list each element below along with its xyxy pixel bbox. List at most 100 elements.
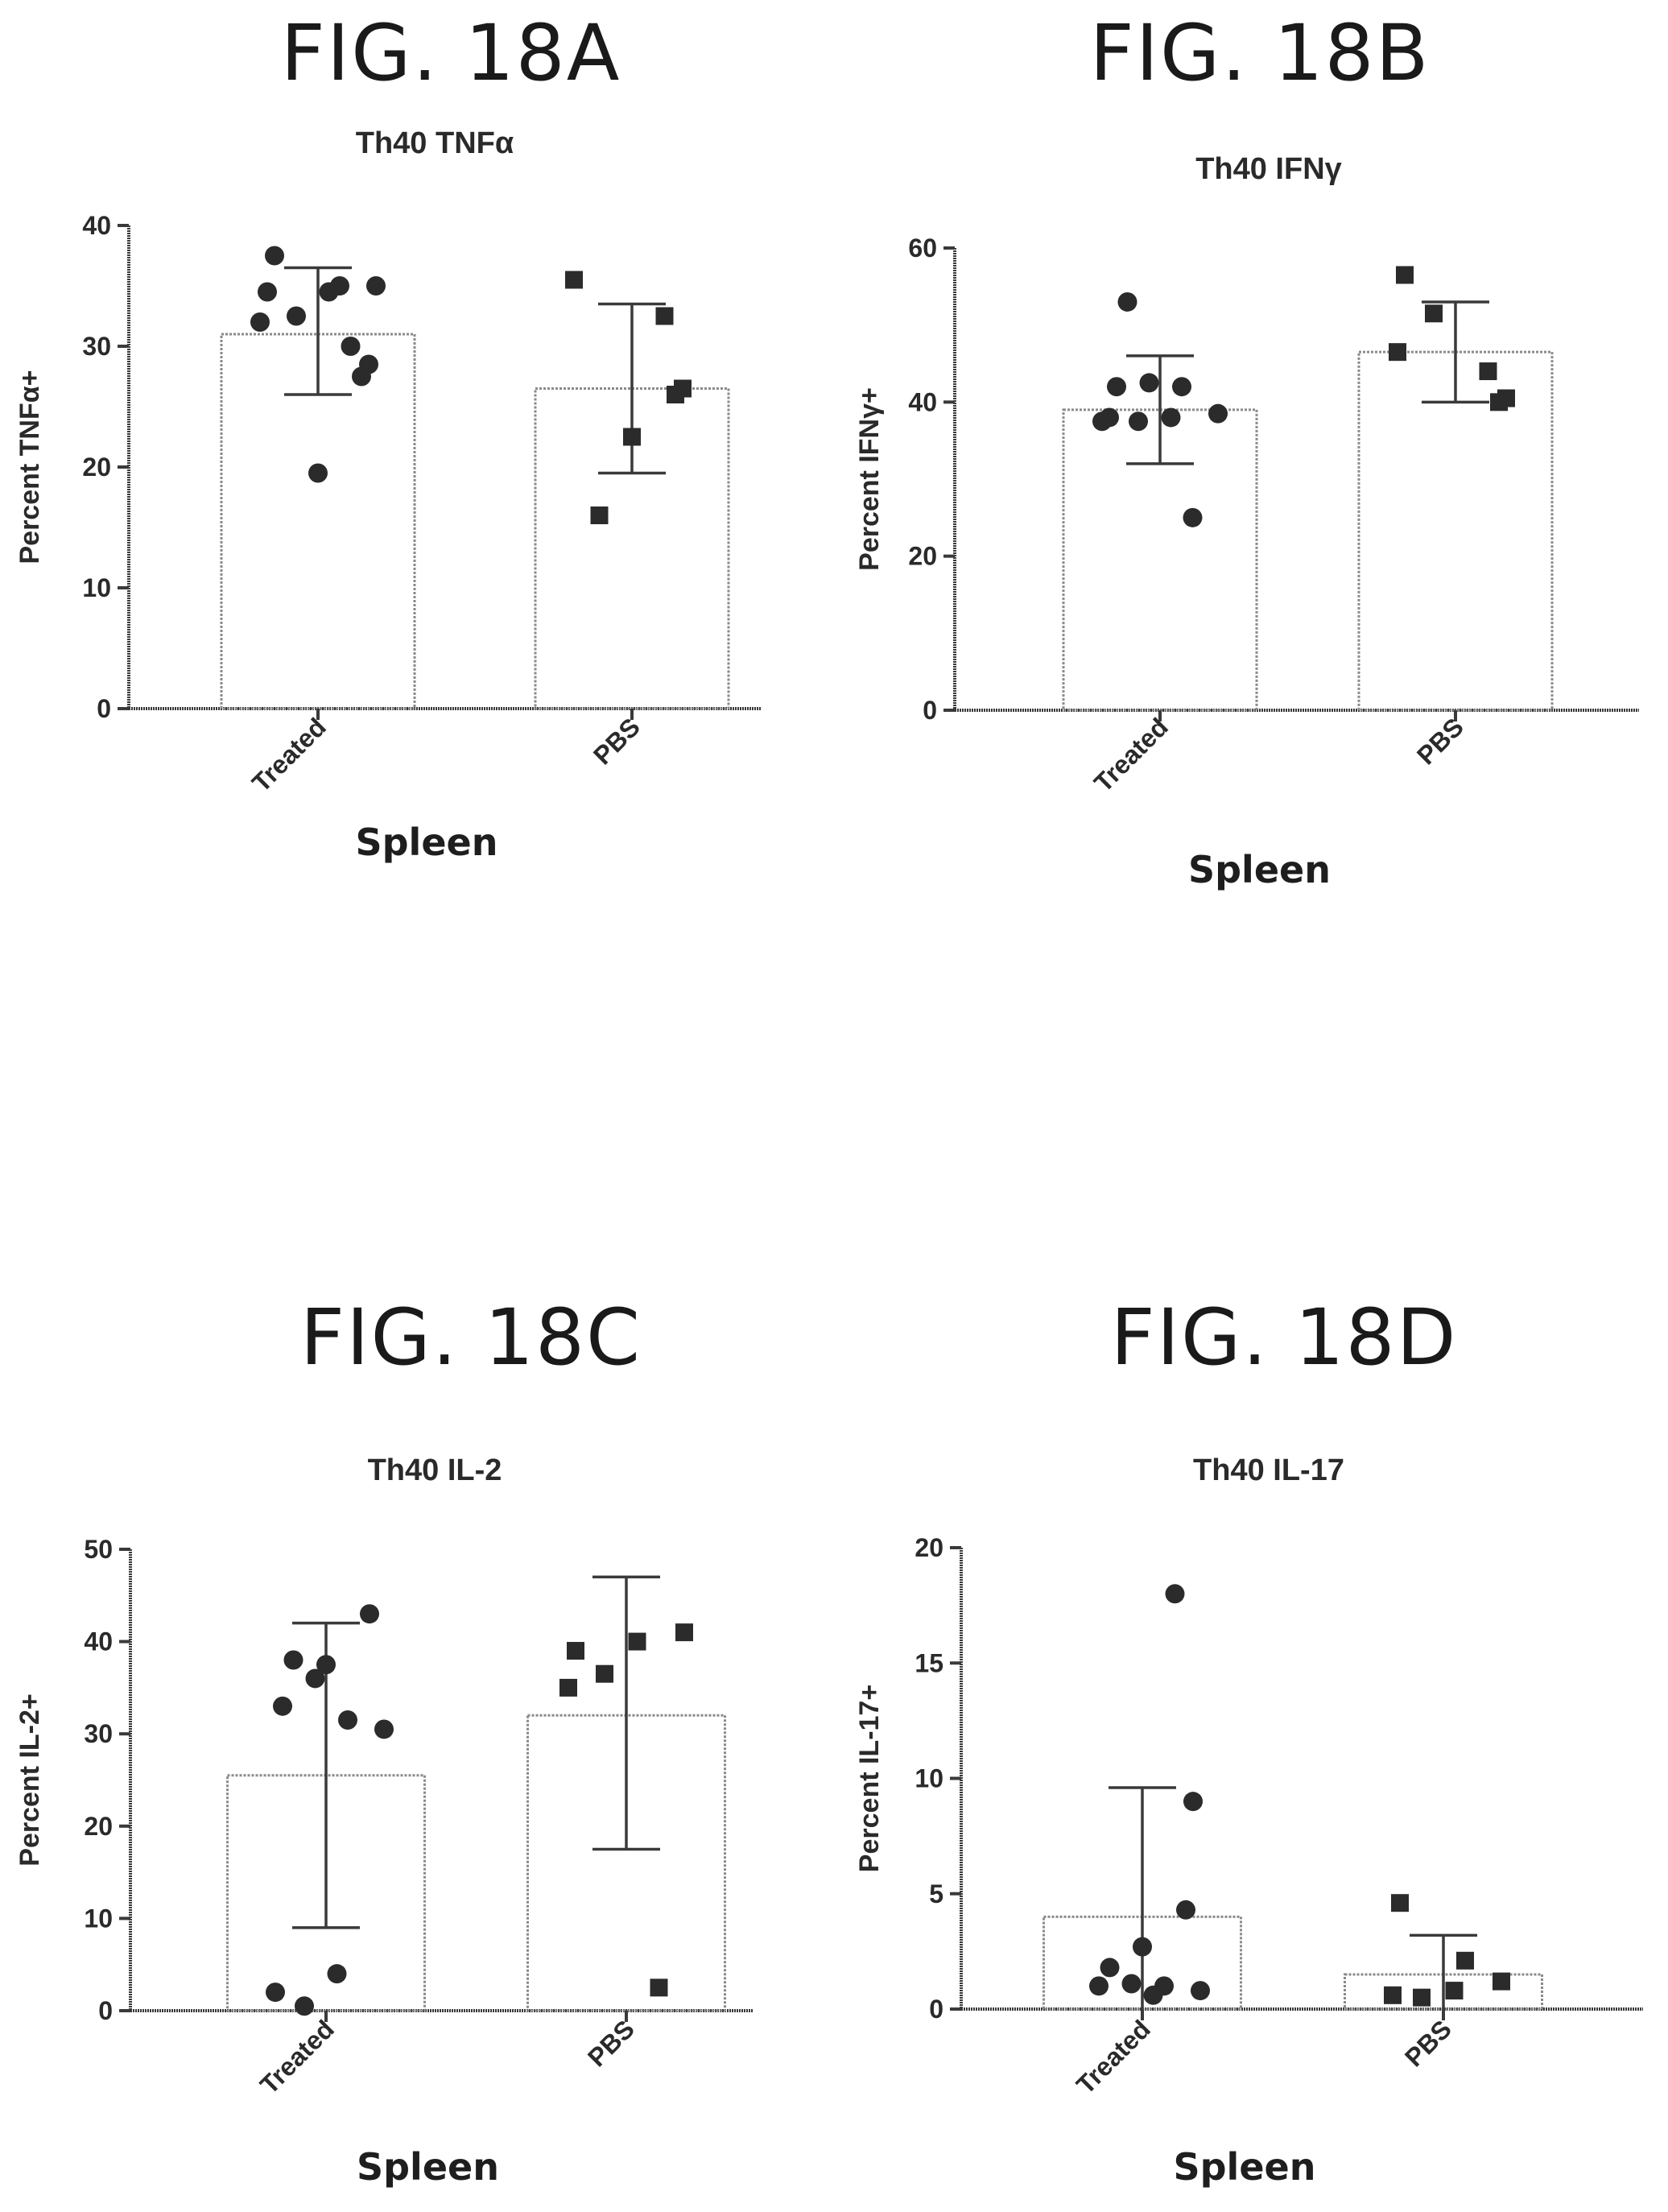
point-18a-treated-7 xyxy=(341,337,361,356)
point-18d-treated-1 xyxy=(1183,1792,1203,1812)
y-tick-label-18d-0: 0 xyxy=(929,1995,943,2024)
point-18b-pbs-3 xyxy=(1479,362,1497,381)
x-axis-label-18c: Spleen xyxy=(357,2145,499,2189)
point-18c-treated-3 xyxy=(305,1668,325,1689)
y-tick-label-18b-0: 0 xyxy=(923,696,937,725)
category-label-18b-treated: Treated xyxy=(1088,712,1174,797)
point-18c-treated-6 xyxy=(374,1719,394,1739)
point-18c-treated-0 xyxy=(360,1604,379,1624)
figure-label-18c: FIG. 18C xyxy=(299,1292,642,1383)
y-axis-label-18c: Percent IL-2+ xyxy=(14,1693,45,1866)
bar-18b-pbs xyxy=(1357,350,1554,712)
y-tick-label-18b-2: 40 xyxy=(908,387,937,416)
chart-18b: Th40 IFNγ 0 20 40 60 Percent IFNγ+ Treated PBS S… xyxy=(854,152,1639,891)
chart-18c: Th40 IL-2 0 10 20 30 40 50 Percent IL-2+ Treated… xyxy=(14,1453,753,2189)
point-18b-treated-8 xyxy=(1092,411,1112,432)
figure-label-18b: FIG. 18B xyxy=(1089,8,1431,98)
y-axis-label-18b: Percent IFNγ+ xyxy=(854,387,885,571)
point-18a-treated-10 xyxy=(308,463,328,483)
x-axis-label-18d: Spleen xyxy=(1174,2145,1316,2189)
y-tick-label-18d-4: 20 xyxy=(915,1533,943,1562)
point-18a-pbs-5 xyxy=(590,506,609,524)
y-tick-label-18c-2: 20 xyxy=(84,1812,113,1841)
point-18d-treated-6 xyxy=(1089,1976,1109,1996)
y-tick-label-18c-1: 10 xyxy=(84,1904,113,1933)
point-18c-treated-2 xyxy=(283,1650,303,1670)
point-18c-treated-7 xyxy=(327,1964,347,1984)
point-18b-treated-2 xyxy=(1107,377,1126,397)
figure-label-18d: FIG. 18D xyxy=(1110,1292,1458,1383)
point-18d-treated-9 xyxy=(1143,1985,1163,2005)
point-18d-treated-8 xyxy=(1191,1981,1210,2001)
point-18b-pbs-0 xyxy=(1396,266,1414,284)
point-18d-treated-0 xyxy=(1165,1584,1185,1604)
point-18c-pbs-5 xyxy=(650,1978,668,1997)
point-18b-pbs-2 xyxy=(1389,343,1406,362)
y-tick-label-18d-3: 15 xyxy=(915,1648,943,1677)
y-tick-label-18c-3: 30 xyxy=(84,1719,113,1748)
chart-title-18d: Th40 IL-17 xyxy=(1193,1453,1344,1487)
point-18c-treated-8 xyxy=(266,1983,285,2003)
y-axis-label-18a: Percent TNFα+ xyxy=(14,370,45,564)
point-18c-pbs-1 xyxy=(628,1632,646,1651)
point-18c-pbs-4 xyxy=(559,1678,577,1697)
category-label-18b-pbs: PBS xyxy=(1411,712,1469,770)
point-18b-treated-4 xyxy=(1208,403,1228,424)
point-18d-treated-3 xyxy=(1133,1937,1152,1957)
point-18a-treated-5 xyxy=(287,306,306,326)
y-tick-label-18c-5: 50 xyxy=(84,1535,113,1564)
point-18a-treated-3 xyxy=(319,282,339,302)
category-label-18a-pbs: PBS xyxy=(588,712,646,770)
point-18b-treated-9 xyxy=(1183,507,1203,527)
point-18a-treated-4 xyxy=(258,282,277,302)
point-18c-pbs-0 xyxy=(675,1623,693,1642)
point-18b-treated-3 xyxy=(1172,377,1191,397)
point-18b-treated-1 xyxy=(1139,373,1159,393)
category-label-18d-treated: Treated xyxy=(1071,2014,1156,2099)
point-18b-pbs-5 xyxy=(1490,393,1508,411)
point-18b-pbs-1 xyxy=(1425,304,1443,323)
category-label-18d-pbs: PBS xyxy=(1399,2014,1457,2072)
point-18c-treated-9 xyxy=(295,1996,314,2016)
y-tick-label-18c-4: 40 xyxy=(84,1627,113,1656)
chart-title-18b: Th40 IFNγ xyxy=(1195,152,1342,186)
category-label-18c-pbs: PBS xyxy=(582,2014,640,2072)
point-18a-pbs-4 xyxy=(623,428,641,446)
point-18d-pbs-2 xyxy=(1493,1972,1510,1991)
y-tick-label-18b-3: 60 xyxy=(908,234,937,263)
chart-18a: Th40 TNFα 0 10 20 30 40 Percent TNFα+ Treated PB… xyxy=(14,126,761,864)
point-18b-treated-7 xyxy=(1129,411,1148,432)
y-tick-label-18a-0: 0 xyxy=(97,694,111,723)
chart-title-18a: Th40 TNFα xyxy=(356,126,514,160)
point-18a-treated-9 xyxy=(352,366,371,387)
x-axis-label-18a: Spleen xyxy=(356,821,498,864)
point-18c-treated-1 xyxy=(316,1655,336,1675)
point-18d-pbs-1 xyxy=(1456,1951,1474,1970)
category-label-18a-treated: Treated xyxy=(246,712,332,797)
point-18d-treated-4 xyxy=(1100,1958,1120,1978)
point-18a-pbs-3 xyxy=(667,386,684,403)
point-18c-treated-4 xyxy=(273,1696,292,1716)
point-18a-pbs-1 xyxy=(655,307,674,325)
point-18b-treated-0 xyxy=(1117,291,1137,312)
point-18d-pbs-4 xyxy=(1384,1986,1402,2004)
point-18a-treated-6 xyxy=(250,312,270,332)
y-tick-label-18a-3: 30 xyxy=(82,332,111,361)
point-18d-treated-5 xyxy=(1121,1974,1142,1994)
x-axis-label-18b: Spleen xyxy=(1188,848,1331,891)
point-18a-treated-0 xyxy=(265,246,284,266)
y-tick-label-18c-0: 0 xyxy=(98,1996,113,2025)
point-18c-treated-5 xyxy=(338,1710,357,1730)
y-tick-label-18d-1: 5 xyxy=(929,1879,943,1908)
chart-18d: Th40 IL-17 0 5 10 15 20 Percent IL-17+ Treated P… xyxy=(854,1453,1643,2189)
point-18d-pbs-0 xyxy=(1391,1894,1409,1912)
figure-label-18a: FIG. 18A xyxy=(280,8,621,98)
y-tick-label-18d-2: 10 xyxy=(915,1764,943,1793)
chart-title-18c: Th40 IL-2 xyxy=(368,1453,502,1487)
point-18d-pbs-5 xyxy=(1413,1988,1431,2007)
category-label-18c-treated: Treated xyxy=(254,2014,340,2099)
y-tick-label-18a-4: 40 xyxy=(82,211,111,240)
point-18c-pbs-3 xyxy=(596,1664,613,1683)
point-18a-treated-2 xyxy=(366,276,386,296)
y-tick-label-18b-1: 20 xyxy=(908,542,937,571)
